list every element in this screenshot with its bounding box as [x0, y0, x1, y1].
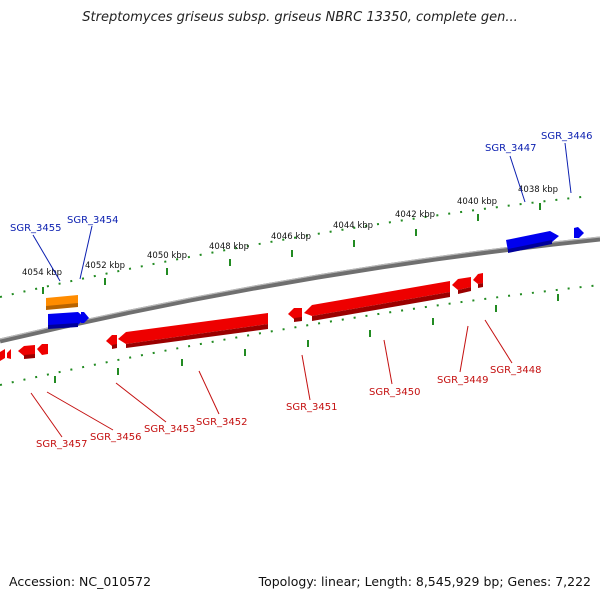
kbp-label: 4046 kbp — [271, 232, 311, 242]
reverse-gene[interactable] — [7, 349, 11, 359]
gene-label[interactable]: SGR_3448 — [490, 365, 542, 376]
reverse-gene[interactable] — [288, 308, 302, 322]
reverse-gene[interactable] — [37, 344, 48, 355]
kbp-label: 4044 kbp — [333, 221, 373, 231]
reverse-gene[interactable] — [473, 273, 483, 288]
forward-gene[interactable] — [81, 312, 89, 323]
reverse-ruler — [0, 284, 600, 386]
accession-text: Accession: NC_010572 — [9, 574, 152, 589]
gene-label[interactable]: SGR_3456 — [90, 432, 142, 443]
kbp-label: 4040 kbp — [457, 197, 497, 207]
kbp-label: 4038 kbp — [518, 185, 558, 195]
topology-text: Topology: linear; Length: 8,545,929 bp; … — [258, 574, 591, 589]
reverse-gene[interactable] — [106, 335, 117, 349]
gene-label[interactable]: SGR_3451 — [286, 402, 338, 413]
gene-label[interactable]: SGR_3450 — [369, 387, 421, 398]
kbp-label: 4054 kbp — [22, 268, 62, 278]
forward-gene[interactable] — [574, 227, 584, 238]
kbp-label: 4048 kbp — [209, 242, 249, 252]
gene-label[interactable]: SGR_3447 — [485, 143, 537, 154]
reverse-gene[interactable] — [18, 345, 35, 359]
reverse-gene[interactable] — [452, 277, 471, 294]
forward-ruler — [0, 195, 591, 298]
reverse-gene[interactable] — [118, 313, 268, 348]
chromosome-backbone — [0, 236, 600, 344]
forward-gene[interactable] — [506, 231, 559, 253]
gene-label[interactable]: SGR_3453 — [144, 424, 196, 435]
kbp-label: 4052 kbp — [85, 261, 125, 271]
gene-label[interactable]: SGR_3457 — [36, 439, 88, 450]
reverse-gene[interactable] — [304, 281, 450, 321]
gene-label[interactable]: SGR_3452 — [196, 417, 248, 428]
forward-gene[interactable] — [48, 312, 85, 329]
kbp-label: 4050 kbp — [147, 251, 187, 261]
gene-label[interactable]: SGR_3446 — [541, 131, 593, 142]
gene-label[interactable]: SGR_3449 — [437, 375, 489, 386]
gene-label[interactable]: SGR_3454 — [67, 215, 119, 226]
gene-label[interactable]: SGR_3455 — [10, 223, 62, 234]
kbp-label: 4042 kbp — [395, 210, 435, 220]
rna-gene[interactable] — [46, 295, 78, 310]
page-title: Streptomyces griseus subsp. griseus NBRC… — [82, 10, 518, 25]
reverse-gene[interactable] — [0, 349, 5, 361]
